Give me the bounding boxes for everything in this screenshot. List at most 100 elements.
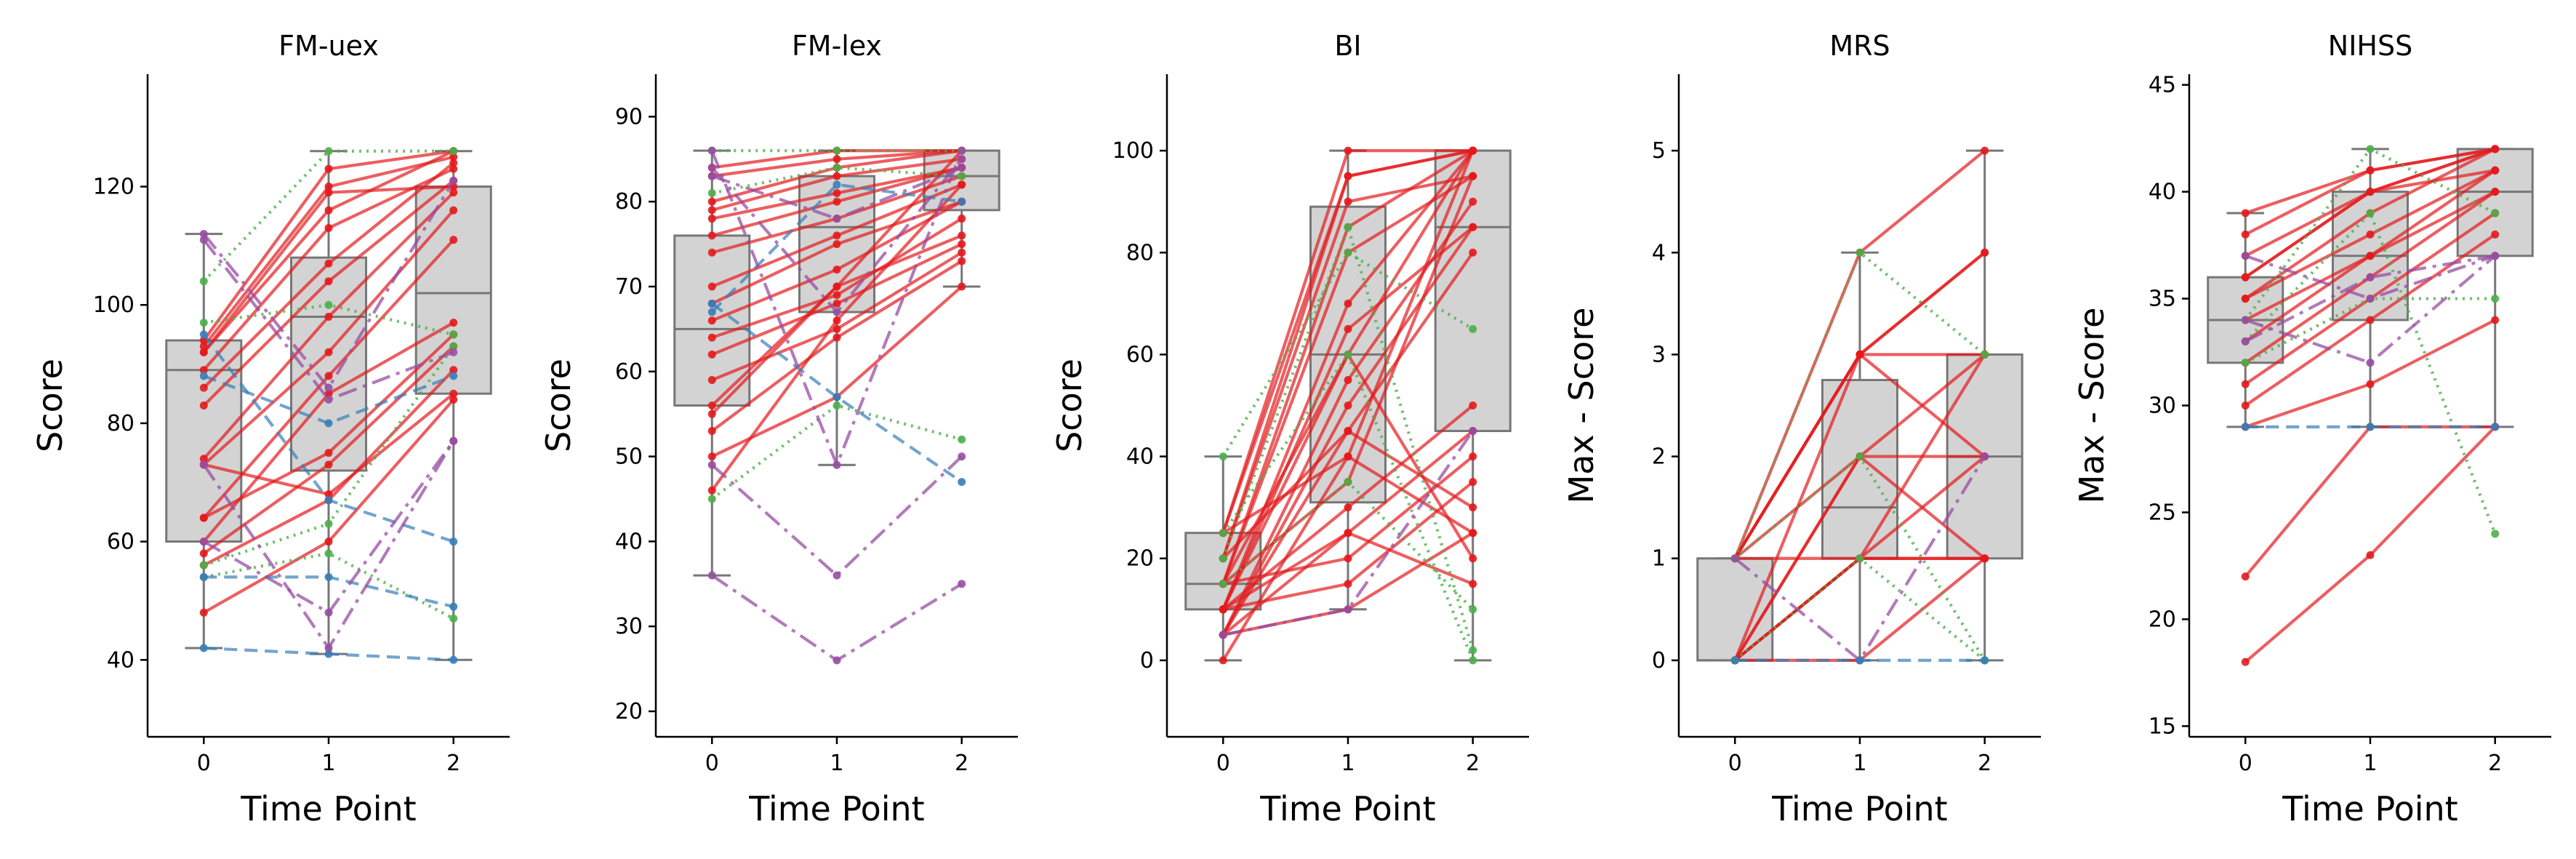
y-tick-label: 100 [93,292,135,318]
series-point [707,206,716,215]
y-tick-label: 0 [1140,648,1154,674]
series-point [707,189,716,198]
series-purple-26 [199,436,458,617]
boxplot-2 [414,150,492,661]
series-point [958,282,966,291]
series-point [2241,230,2250,239]
series-red-5 [199,159,458,392]
series-green-19 [707,163,966,198]
series-point [1219,656,1227,665]
series-point [324,372,333,380]
series-point [707,282,716,291]
series-point [1344,427,1352,436]
series-point [2366,316,2375,324]
series-point [449,319,458,327]
series-point [1469,401,1477,409]
series-purple-26 [707,163,966,223]
series-purple-24 [199,176,458,392]
series-point [958,435,966,444]
series-point [958,580,966,588]
y-tick-label: 60 [615,359,643,385]
series-point [324,147,333,156]
series-point [1344,146,1352,155]
series-point [958,240,966,249]
series-point [449,153,458,161]
series-line [203,303,454,336]
series-purple-23 [707,146,966,469]
series-point [1469,503,1477,512]
series-point [1344,248,1352,257]
panel-title: MRS [1829,30,1890,62]
series-point [449,655,458,664]
series-point [832,656,841,665]
series-point [324,449,333,458]
series-point [199,348,208,356]
series-point [199,538,208,546]
series-point [707,495,716,503]
series-point [324,496,333,505]
series-point [1469,529,1477,538]
series-point [707,427,716,436]
panel-1: 40 60 80 100 120 0 1 2 FM-uex Time Point Score [31,30,510,828]
x-tick-label: 1 [321,751,335,776]
series-point [1981,452,1989,461]
panel-title: FM-uex [278,30,379,62]
x-tick-label: 0 [197,751,211,776]
series-blue-22 [199,644,458,664]
x-tick-label: 1 [1853,751,1866,776]
series-point [199,514,208,522]
series-green-20 [707,401,966,503]
y-tick-label: 100 [1112,138,1154,164]
series-point [1344,503,1352,512]
series-point [2366,145,2375,153]
x-tick-label: 1 [2363,751,2377,776]
series-point [958,478,966,487]
series-line [711,302,963,484]
y-tick-label: 5 [1652,138,1666,164]
series-point [832,172,841,180]
series-point [1469,324,1477,333]
series-point [324,519,333,528]
boxplot-2 [1946,149,2023,662]
series-purple-20 [2241,252,2500,345]
series-point [199,277,208,286]
series-point [1344,605,1352,614]
series-red-14 [707,257,966,436]
series-point [324,608,333,617]
series-point [449,236,458,244]
y-tick-label: 80 [615,189,643,215]
series-point [707,172,716,180]
x-axis-label: Time Point [1259,789,1435,828]
series-point [1855,248,1864,257]
series-point [1344,452,1352,461]
series-point [1981,350,1989,359]
series-point [1469,478,1477,487]
series-point [449,188,458,197]
series-point [832,393,841,401]
series-line [2244,255,2497,365]
y-tick-label: 40 [2148,180,2176,205]
series-point [2241,572,2250,581]
series-point [2241,337,2250,345]
series-point [1344,223,1352,231]
series-point [1981,248,1989,257]
series-blue-20 [199,330,458,546]
series-line [1221,250,1474,458]
series-point [449,614,458,623]
series-point [324,389,333,398]
series-point [958,215,966,223]
series-point [324,206,333,215]
series-point [958,257,966,265]
series-point [707,163,716,172]
series-point [324,183,333,191]
series-point [1219,580,1227,588]
series-point [707,460,716,469]
series-point [958,452,966,461]
x-tick-label: 2 [446,751,460,776]
series-green-23 [1219,248,1477,461]
series-point [1469,197,1477,206]
panel-2: 20 30 40 50 60 70 80 90 0 1 2 FM-lex Time Point Score [539,30,1018,828]
series-point [199,366,208,375]
series-point [324,644,333,652]
y-tick-label: 90 [615,104,643,129]
